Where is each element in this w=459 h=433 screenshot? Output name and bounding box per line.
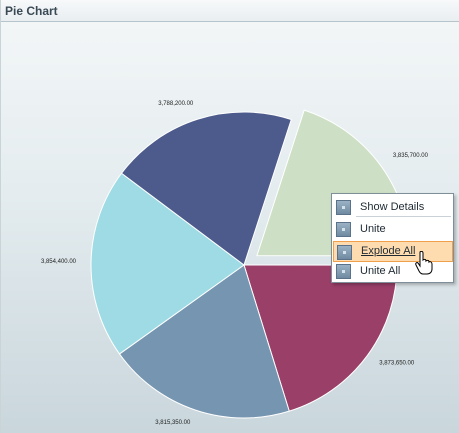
panel-title: Pie Chart bbox=[5, 4, 58, 18]
menu-item-label: Unite All bbox=[360, 265, 401, 277]
context-menu: Show Details Unite Explode All Unite All bbox=[331, 193, 454, 283]
pie-slice[interactable] bbox=[118, 264, 290, 419]
menu-item-explode-all[interactable]: Explode All bbox=[333, 241, 453, 262]
unite-all-icon bbox=[336, 264, 351, 279]
unite-icon bbox=[336, 222, 351, 237]
menu-item-unite[interactable]: Unite bbox=[333, 219, 453, 240]
slice-value-label: 3,854,400.00 bbox=[41, 259, 77, 265]
menu-item-label: Unite bbox=[360, 223, 386, 235]
explode-all-icon bbox=[337, 245, 352, 260]
menu-separator bbox=[356, 216, 451, 217]
menu-item-unite-all[interactable]: Unite All bbox=[333, 261, 453, 282]
menu-item-show-details[interactable]: Show Details bbox=[333, 197, 453, 218]
slice-value-label: 3,835,700.00 bbox=[393, 153, 429, 159]
slice-value-label: 3,788,200.00 bbox=[158, 101, 194, 107]
slice-value-label: 3,815,350.00 bbox=[155, 420, 191, 426]
hand-cursor-icon bbox=[415, 251, 433, 275]
menu-item-label: Show Details bbox=[360, 201, 425, 213]
pie-slice[interactable] bbox=[243, 264, 398, 412]
panel-header: Pie Chart bbox=[1, 0, 459, 22]
menu-item-label: Explode All bbox=[361, 245, 416, 257]
pie-slice[interactable] bbox=[90, 172, 245, 355]
slice-value-label: 3,873,650.00 bbox=[379, 361, 415, 367]
pie-slice[interactable] bbox=[120, 111, 292, 266]
show-details-icon bbox=[336, 200, 351, 215]
